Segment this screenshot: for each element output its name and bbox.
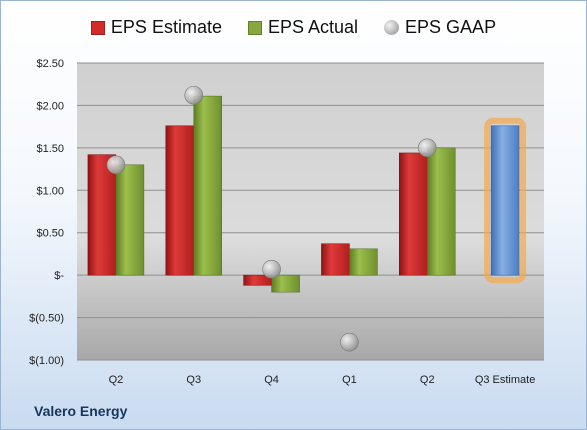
bar-eps-estimate <box>399 152 428 276</box>
legend-swatch-actual <box>247 20 262 35</box>
dot-eps-gaap <box>184 85 204 105</box>
plot-area <box>77 63 544 360</box>
legend-label-gaap: EPS GAAP <box>405 17 497 37</box>
dot-eps-gaap <box>417 138 437 158</box>
bar-eps-actual <box>115 164 145 276</box>
x-tick-label: Q4 <box>264 374 279 386</box>
bar-eps-actual <box>271 274 300 293</box>
legend-swatch-gaap <box>384 20 400 35</box>
dot-eps-gaap <box>340 332 359 352</box>
legend-label-estimate: EPS Estimate <box>110 17 222 37</box>
y-tick-label: $0.50 <box>36 228 64 240</box>
x-tick-label: Q1 <box>342 374 357 386</box>
chart-legend: EPS Estimate EPS Actual EPS GAAP <box>1 17 586 38</box>
legend-swatch-estimate <box>90 20 105 35</box>
y-tick-label: $2.50 <box>36 58 64 70</box>
bar-projected-glow <box>484 117 527 284</box>
legend-item-estimate: EPS Estimate <box>90 17 222 38</box>
legend-label-actual: EPS Actual <box>267 17 359 37</box>
legend-item-actual: EPS Actual <box>247 17 359 38</box>
bar-eps-actual <box>193 95 222 276</box>
y-tick-label: $(1.00) <box>29 355 64 367</box>
x-tick-label: Q3 Estimate <box>475 374 536 386</box>
y-tick-label: $(0.50) <box>29 313 64 325</box>
bar-eps-estimate <box>165 125 194 276</box>
bar-eps-actual <box>427 147 456 276</box>
company-name: Valero Energy <box>34 403 128 419</box>
y-tick-label: $1.00 <box>36 185 64 197</box>
legend-item-gaap: EPS GAAP <box>384 17 496 38</box>
y-tick-label: $- <box>54 270 64 282</box>
bar-eps-projected <box>490 125 520 276</box>
y-tick-label: $1.50 <box>36 143 64 155</box>
x-tick-label: Q2 <box>109 374 124 386</box>
dot-eps-gaap <box>106 155 126 175</box>
x-tick-label: Q2 <box>420 374 435 386</box>
dot-eps-gaap <box>262 259 281 279</box>
bar-eps-estimate <box>321 243 350 276</box>
x-tick-label: Q3 <box>186 374 201 386</box>
bar-eps-estimate <box>87 154 117 276</box>
bar-eps-actual <box>349 248 378 276</box>
y-tick-label: $2.00 <box>36 100 64 112</box>
